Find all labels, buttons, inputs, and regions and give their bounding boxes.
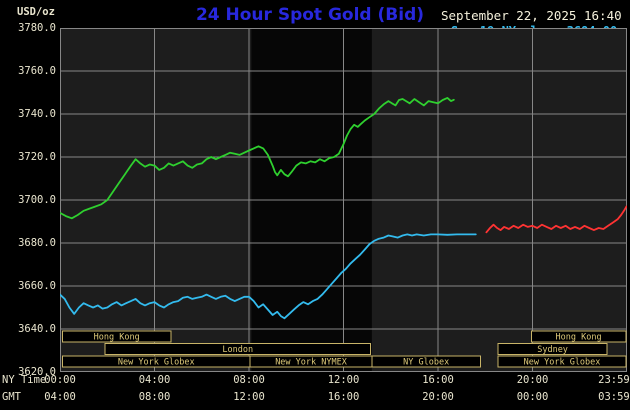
- chart-datetime: September 22, 2025 16:40: [441, 8, 622, 23]
- x-tick-label: 16:00: [422, 374, 454, 386]
- x-tick-label: 03:59: [598, 391, 630, 403]
- session-box: [530, 330, 627, 343]
- x-tick-label: 00:00: [44, 374, 76, 386]
- x-tick-label: 08:00: [233, 374, 265, 386]
- x-tick-label: 20:00: [516, 374, 549, 386]
- y-tick-label: 3660.0: [18, 280, 56, 292]
- plot-area: Hong Kong Hong Kong London Sydney New York G…: [60, 28, 627, 372]
- session-label: NY Globex: [403, 358, 449, 368]
- session-label: Hong Kong: [94, 333, 140, 343]
- y-tick-label: 3640.0: [18, 323, 56, 335]
- session-label: New York Globex: [118, 358, 195, 368]
- ny-time-label: NY Time: [2, 374, 47, 386]
- x-axis-gmt-row: 04:00 08:00 12:00 16:00 20:00 00:00 03:59: [0, 391, 630, 404]
- y-tick-label: 3700.0: [18, 194, 56, 206]
- session-label: New York Globex: [524, 358, 601, 368]
- gmt-label: GMT: [2, 391, 21, 403]
- chart-title: 24 Hour Spot Gold (Bid): [195, 5, 425, 25]
- series-sep19: [60, 233, 477, 320]
- x-tick-label: 00:00: [516, 391, 549, 403]
- session-box: [61, 330, 172, 343]
- session-box: [497, 355, 627, 368]
- x-tick-label: 20:00: [422, 391, 454, 403]
- session-box: [371, 355, 482, 368]
- x-tick-label: 12:00: [233, 391, 265, 403]
- session-label: New York NYMEX: [275, 358, 348, 368]
- series-sep21: [485, 205, 627, 234]
- x-tick-label: 04:00: [138, 374, 171, 386]
- y-tick-label: 3720.0: [18, 151, 56, 163]
- x-tick-label: 23:59: [598, 374, 630, 386]
- x-axis-ny-time-row: 00:00 04:00 08:00 12:00 16:00 20:00 23:59: [0, 374, 630, 387]
- y-tick-label: 3760.0: [18, 65, 56, 77]
- session-box: [104, 343, 372, 355]
- y-tick-label: 3740.0: [18, 108, 56, 120]
- y-tick-label: 3680.0: [18, 237, 56, 249]
- units-label: USD/oz: [17, 6, 55, 18]
- x-tick-label: 16:00: [327, 391, 360, 403]
- session-label: London: [222, 345, 253, 355]
- session-box: [497, 343, 608, 355]
- x-tick-label: 04:00: [44, 391, 76, 403]
- session-label: Sydney: [537, 345, 568, 355]
- x-tick-label: 12:00: [327, 374, 360, 386]
- session-label: Hong Kong: [556, 333, 602, 343]
- series-sep22: [60, 97, 455, 220]
- x-tick-label: 08:00: [138, 391, 171, 403]
